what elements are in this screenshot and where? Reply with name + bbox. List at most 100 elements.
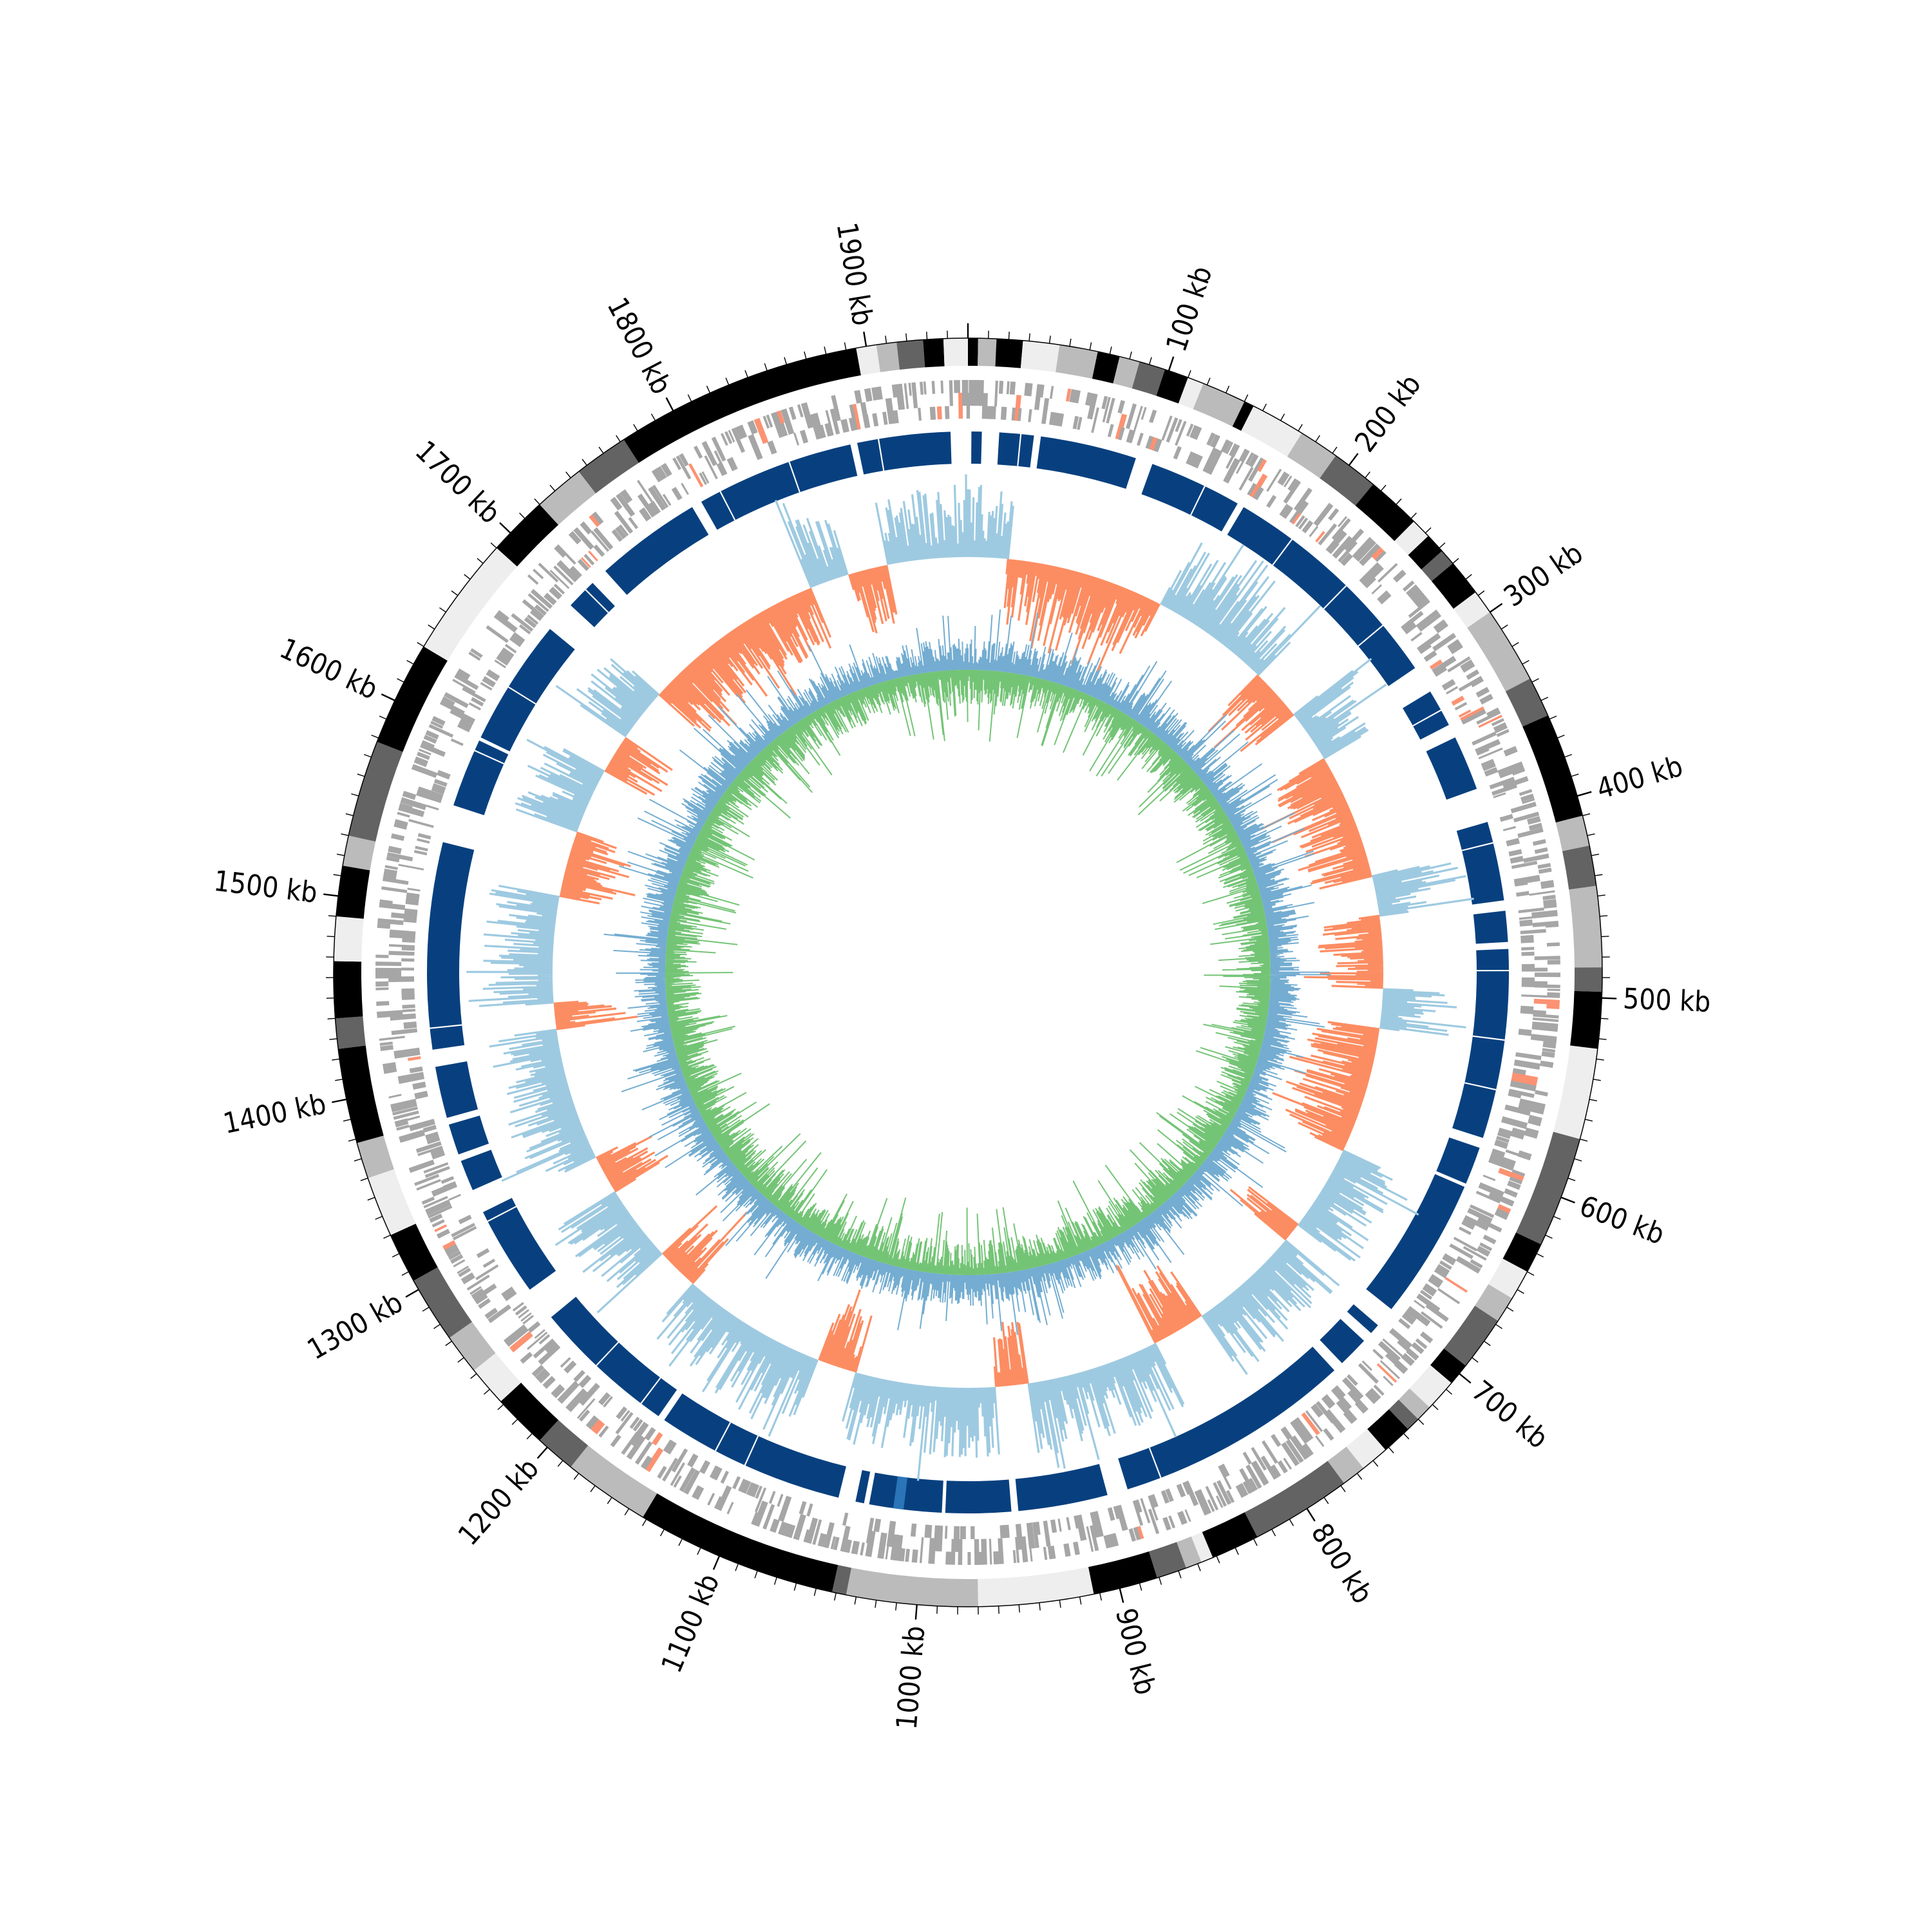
gene-feature: [480, 682, 493, 691]
gene-feature: [1529, 890, 1555, 896]
gene-feature: [1087, 393, 1097, 420]
minor-tick: [477, 558, 484, 564]
gene-feature: [534, 604, 547, 616]
minor-tick: [885, 336, 887, 344]
major-tick: [536, 1446, 548, 1459]
gene-feature: [1289, 500, 1309, 525]
gene-feature: [475, 1264, 499, 1280]
gene-feature: [1479, 694, 1493, 705]
gene-feature: [512, 1302, 524, 1312]
inner-blue-series: [603, 609, 1331, 1336]
gene-feature: [1520, 938, 1534, 943]
gene-feature: [844, 419, 849, 432]
gene-feature: [1533, 1013, 1559, 1019]
gene-feature: [1501, 1116, 1528, 1130]
gene-feature: [1423, 1283, 1437, 1295]
gene-feature: [426, 1136, 440, 1144]
gene-feature: [1534, 847, 1548, 854]
gene-feature: [573, 527, 594, 550]
skew-positive-region: [555, 658, 660, 737]
gene-feature: [676, 455, 692, 480]
gene-feature: [1279, 504, 1292, 518]
gene-feature: [1347, 1390, 1368, 1413]
gene-feature: [1133, 1526, 1141, 1540]
gene-feature: [1471, 678, 1484, 688]
gene-feature: [1537, 862, 1551, 869]
operon-block: [1118, 1347, 1335, 1490]
gene-feature: [425, 1199, 451, 1216]
minor-tick: [490, 542, 497, 549]
minor-tick: [565, 471, 571, 478]
gene-feature: [544, 592, 557, 605]
minor-tick: [1465, 574, 1472, 580]
gene-feature: [1325, 529, 1347, 554]
gene-feature: [1496, 729, 1510, 737]
gene-feature: [1213, 1482, 1227, 1507]
gene-feature: [401, 958, 415, 962]
gene-feature: [1107, 1507, 1115, 1521]
outer-segment: [1574, 967, 1603, 992]
outer-segment: [368, 1169, 416, 1235]
gene-feature: [781, 408, 795, 435]
skew-negative-region: [1260, 758, 1372, 890]
gene-feature: [1518, 1103, 1545, 1115]
gene-feature: [1354, 1401, 1366, 1414]
gene-feature: [1283, 1457, 1293, 1470]
outer-segment: [995, 339, 1023, 368]
minor-tick: [598, 446, 604, 454]
gene-feature: [1488, 1191, 1515, 1207]
gene-feature: [1032, 1522, 1039, 1548]
gene-feature: [748, 433, 763, 460]
minor-tick: [1206, 377, 1211, 385]
minor-tick: [1545, 1235, 1553, 1239]
gene-feature: [585, 1415, 599, 1430]
gene-feature: [1415, 595, 1429, 609]
gene-feature: [904, 383, 909, 410]
gene-feature: [1049, 386, 1054, 399]
gene-feature: [1434, 1266, 1448, 1278]
operon-gap: [788, 461, 800, 493]
gene-feature: [1511, 1072, 1539, 1082]
gene-feature: [1260, 1455, 1278, 1480]
major-tick: [1560, 1197, 1575, 1204]
gene-feature: [1295, 515, 1305, 527]
gene-feature: [951, 1539, 956, 1565]
outer-segment: [1346, 1429, 1386, 1468]
tick-label: 400 kb: [1593, 750, 1687, 806]
gene-feature: [544, 1340, 558, 1353]
minor-tick: [1501, 624, 1508, 630]
minor-tick: [1298, 424, 1303, 431]
tick-mark-track: [323, 323, 1617, 1620]
minor-tick: [824, 346, 827, 355]
gene-feature: [936, 406, 942, 420]
gene-feature: [1293, 488, 1312, 511]
gene-feature: [1107, 424, 1114, 438]
gene-feature: [1478, 1182, 1504, 1198]
gene-feature: [1425, 1303, 1449, 1322]
gene-feature: [1513, 1063, 1540, 1070]
gene-feature: [886, 1520, 896, 1548]
gene-feature: [448, 1193, 461, 1201]
minor-tick: [422, 1307, 430, 1312]
gene-feature: [524, 617, 537, 629]
gene-feature: [866, 1517, 875, 1544]
gene-feature: [384, 868, 397, 875]
outer-segment-track: [333, 337, 1603, 1607]
outer-segment: [334, 961, 363, 1019]
tick-label: 700 kb: [1465, 1374, 1554, 1455]
gene-feature: [672, 457, 682, 470]
outer-segment: [896, 339, 925, 370]
outer-segment: [968, 338, 978, 366]
gene-feature: [593, 527, 614, 550]
gene-feature: [899, 383, 905, 410]
gene-feature: [842, 1512, 849, 1526]
gene-feature: [431, 1150, 446, 1160]
gene-feature: [1026, 1522, 1036, 1549]
gene-feature: [799, 430, 809, 444]
gene-feature: [1542, 1043, 1557, 1049]
gene-feature: [1463, 1245, 1487, 1261]
skew-negative-region: [848, 565, 898, 634]
major-tick: [1168, 356, 1175, 372]
gene-feature: [918, 408, 922, 421]
gene-feature: [498, 651, 511, 663]
